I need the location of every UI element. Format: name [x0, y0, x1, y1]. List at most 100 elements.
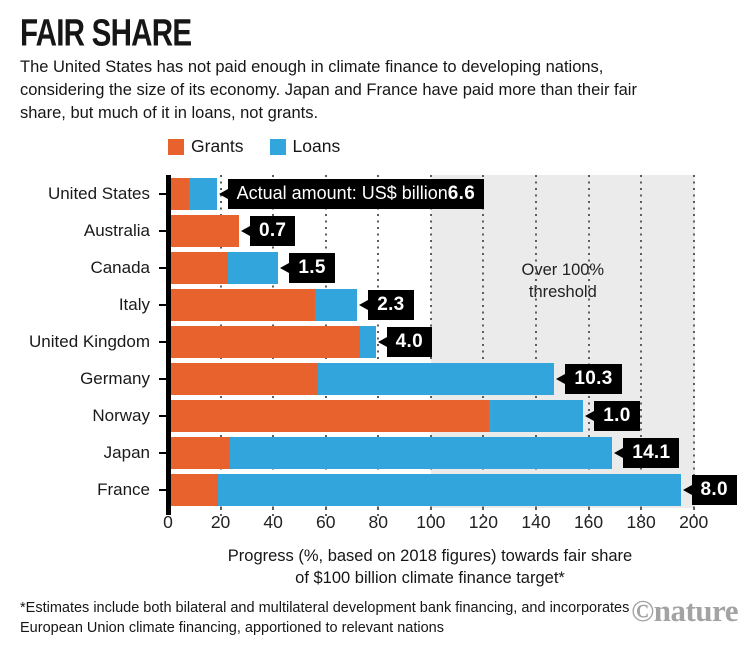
bar-row-australia [168, 214, 239, 247]
callout-arrow-icon [377, 336, 387, 347]
x-tick-label-100: 100 [416, 512, 446, 532]
loans-segment [359, 325, 376, 358]
x-tick-mark-80 [377, 508, 380, 516]
category-label-france: France [97, 480, 150, 499]
grants-swatch-icon [168, 138, 184, 155]
bar-row-united-states [168, 177, 217, 210]
y-tick-mark-2 [159, 266, 166, 269]
callout-amount: 10.3 [574, 367, 613, 389]
callout-arrow-icon [585, 410, 595, 421]
x-tick-label-120: 120 [468, 512, 498, 532]
y-tick-mark-1 [159, 229, 166, 232]
loans-segment [488, 399, 584, 432]
value-callout-italy: 2.3 [359, 289, 414, 320]
footnote: *Estimates include both bilateral and mu… [20, 600, 630, 636]
grants-segment [168, 325, 360, 358]
category-label-germany: Germany [80, 369, 150, 388]
grants-segment [168, 177, 190, 210]
x-tick-label-20: 20 [210, 512, 231, 532]
callout-amount: 4.0 [395, 330, 423, 352]
loans-segment [228, 251, 279, 284]
callout-value-box: Actual amount: US$ billion 6.6 [227, 178, 485, 209]
x-tick-label-180: 180 [626, 512, 656, 532]
callout-amount: 1.0 [603, 404, 631, 426]
callout-prefix: Actual amount: US$ billion [236, 183, 448, 203]
x-tick-label-60: 60 [315, 512, 336, 532]
grants-segment [168, 399, 489, 432]
grants-segment [168, 251, 229, 284]
loans-segment [217, 473, 681, 506]
y-axis-line [166, 175, 171, 515]
callout-arrow-icon [240, 225, 250, 236]
legend-label-grants: Grants [191, 136, 244, 156]
x-tick-label-40: 40 [263, 512, 283, 532]
bar-row-italy [168, 288, 358, 321]
legend: Grants Loans [168, 136, 340, 157]
bar-row-united-kingdom [168, 325, 376, 358]
bar-row-norway [168, 399, 584, 432]
value-callout-united-kingdom: 4.0 [377, 326, 432, 357]
callout-amount: 0.7 [258, 219, 287, 241]
x-tick-mark-180 [640, 508, 643, 516]
x-tick-mark-140 [534, 508, 537, 516]
category-label-japan: Japan [103, 443, 150, 462]
loans-swatch-icon [269, 138, 286, 155]
grants-segment [168, 473, 218, 506]
callout-arrow-icon [218, 188, 228, 199]
value-callout-canada: 1.5 [280, 252, 335, 283]
x-tick-label-0: 0 [163, 512, 173, 532]
category-label-norway: Norway [92, 406, 150, 425]
value-callout-united-states: Actual amount: US$ billion 6.6 [218, 178, 485, 209]
y-tick-mark-8 [159, 488, 166, 491]
plot-area: Over 100% threshold Actual amount: US$ bi… [168, 175, 737, 508]
loans-segment [189, 177, 217, 210]
x-tick-label-160: 160 [573, 512, 604, 532]
callout-amount: 2.3 [377, 293, 405, 315]
x-tick-label-80: 80 [368, 512, 388, 532]
x-axis-title: Progress (%, based on 2018 figures) towa… [227, 547, 633, 587]
x-tick-mark-100 [429, 508, 432, 516]
callout-value-box: 2.3 [368, 289, 414, 320]
gridline-120 [482, 175, 485, 508]
loans-segment [315, 288, 358, 321]
category-label-canada: Canada [90, 258, 150, 277]
callout-value-box: 1.0 [594, 400, 640, 431]
callout-value-box: 14.1 [623, 437, 680, 468]
nature-logo: ©nature [631, 593, 738, 628]
loans-segment [317, 362, 555, 395]
gridline-140 [534, 175, 537, 508]
grants-segment [168, 436, 230, 469]
y-tick-mark-5 [159, 377, 166, 380]
x-tick-mark-20 [219, 508, 222, 516]
legend-item-grants: Grants [168, 136, 244, 157]
callout-arrow-icon [359, 299, 369, 310]
x-tick-mark-40 [272, 508, 275, 516]
chart-title: FAIR SHARE [20, 12, 192, 54]
y-tick-mark-6 [159, 414, 166, 417]
bar-row-canada [168, 251, 279, 284]
y-tick-mark-7 [159, 451, 166, 454]
y-tick-mark-0 [159, 192, 166, 195]
value-callout-japan: 14.1 [614, 437, 680, 468]
category-label-united-states: United States [47, 184, 150, 203]
value-callout-norway: 1.0 [585, 400, 640, 431]
bar-row-france [168, 473, 681, 506]
y-tick-mark-3 [159, 303, 166, 306]
x-tick-mark-200 [692, 508, 695, 516]
callout-value-box: 4.0 [386, 326, 432, 357]
gridline-160 [587, 175, 590, 508]
callout-amount: 8.0 [700, 478, 728, 500]
loans-segment [229, 436, 613, 469]
category-label-italy: Italy [118, 295, 150, 314]
callout-value-box: 0.7 [249, 215, 296, 246]
category-axis: United States Australia Canada Italy United … [0, 175, 158, 508]
x-tick-label-140: 140 [521, 512, 551, 532]
category-label-australia: Australia [83, 221, 150, 240]
x-tick-mark-60 [324, 508, 327, 516]
x-tick-mark-160 [587, 508, 590, 516]
callout-amount: 14.1 [632, 441, 671, 463]
x-tick-label-200: 200 [679, 512, 709, 532]
callout-value-box: 8.0 [691, 474, 737, 505]
grants-segment [168, 362, 318, 395]
